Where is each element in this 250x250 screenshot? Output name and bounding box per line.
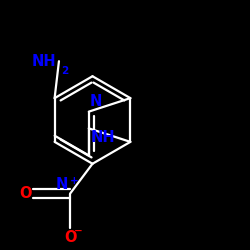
Text: N: N <box>55 177 68 192</box>
Text: 2: 2 <box>62 66 69 76</box>
Text: −: − <box>74 226 82 235</box>
Text: O: O <box>19 186 32 201</box>
Text: NH: NH <box>91 130 116 144</box>
Text: +: + <box>70 176 78 186</box>
Text: N: N <box>90 94 102 109</box>
Text: O: O <box>64 230 76 245</box>
Text: NH: NH <box>32 54 56 69</box>
